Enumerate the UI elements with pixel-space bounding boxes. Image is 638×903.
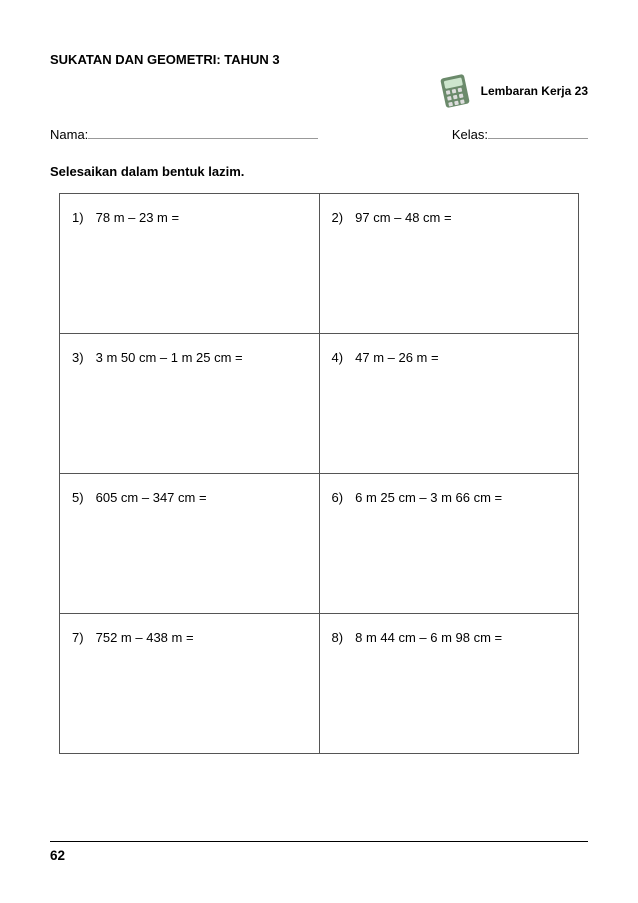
sheet-label: Lembaran Kerja 23 [481,84,588,98]
question-text: 605 cm – 347 cm = [96,490,207,505]
question-cell: 4) 47 m – 26 m = [319,334,579,474]
calculator-icon [437,74,477,108]
question-text: 78 m – 23 m = [96,210,179,225]
question-text: 8 m 44 cm – 6 m 98 cm = [355,630,502,645]
question-text: 97 cm – 48 cm = [355,210,451,225]
question-number: 1) [72,210,92,225]
question-cell: 8) 8 m 44 cm – 6 m 98 cm = [319,614,579,754]
question-text: 752 m – 438 m = [96,630,194,645]
question-number: 5) [72,490,92,505]
name-label: Nama: [50,127,88,142]
question-cell: 1) 78 m – 23 m = [60,194,320,334]
question-number: 2) [332,210,352,225]
question-text: 47 m – 26 m = [355,350,438,365]
question-text: 3 m 50 cm – 1 m 25 cm = [96,350,243,365]
worksheet-table: 1) 78 m – 23 m = 2) 97 cm – 48 cm = 3) 3… [59,193,579,754]
question-cell: 7) 752 m – 438 m = [60,614,320,754]
class-label: Kelas: [452,127,488,142]
question-number: 6) [332,490,352,505]
instruction-text: Selesaikan dalam bentuk lazim. [50,164,588,179]
subject-title: SUKATAN DAN GEOMETRI: TAHUN 3 [50,52,588,67]
question-number: 7) [72,630,92,645]
question-cell: 5) 605 cm – 347 cm = [60,474,320,614]
page-number: 62 [50,848,65,863]
question-cell: 2) 97 cm – 48 cm = [319,194,579,334]
class-input-line[interactable] [488,138,588,139]
question-text: 6 m 25 cm – 3 m 66 cm = [355,490,502,505]
question-number: 8) [332,630,352,645]
question-cell: 6) 6 m 25 cm – 3 m 66 cm = [319,474,579,614]
question-number: 3) [72,350,92,365]
name-input-line[interactable] [88,138,318,139]
page-footer: 62 [50,841,588,863]
question-number: 4) [332,350,352,365]
question-cell: 3) 3 m 50 cm – 1 m 25 cm = [60,334,320,474]
